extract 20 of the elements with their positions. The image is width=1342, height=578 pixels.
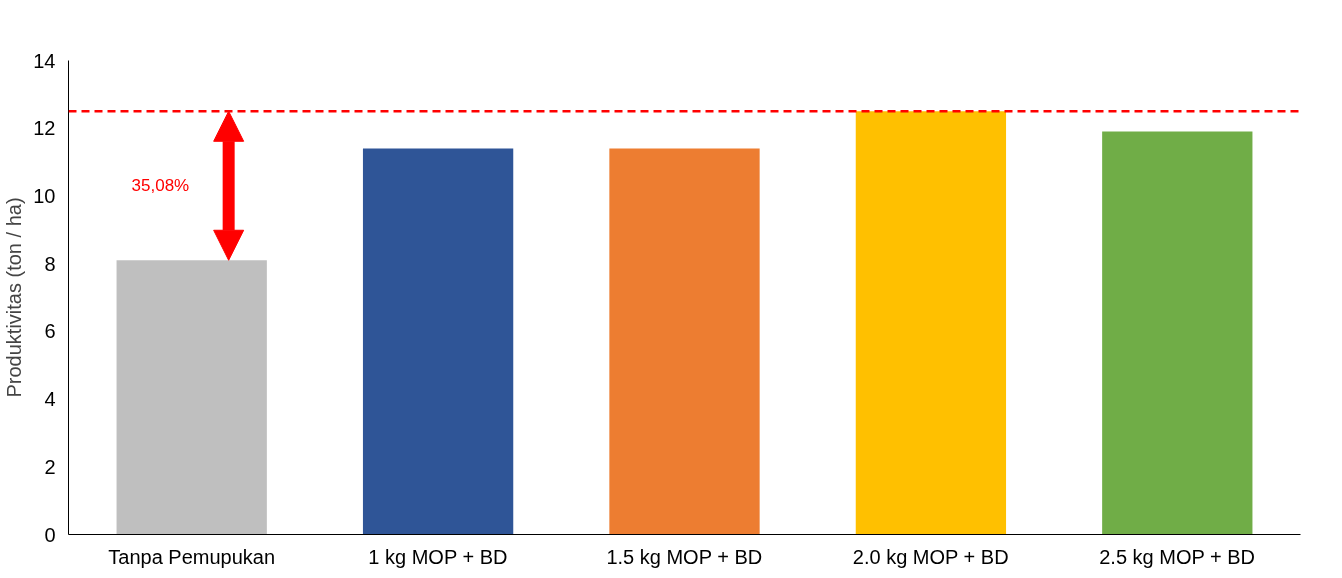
y-tick-label: 2 — [44, 455, 56, 478]
y-tick-label: 6 — [44, 320, 56, 343]
bar — [362, 148, 514, 535]
annotation: 35,08% — [131, 176, 190, 196]
x-tick-label: 1 kg MOP + BD — [368, 545, 508, 568]
y-tick-label: 8 — [44, 252, 56, 275]
x-tick-label: 1.5 kg MOP + BD — [606, 545, 763, 568]
y-tick-label: 14 — [33, 49, 56, 72]
bar — [609, 148, 760, 535]
x-tick-label: 2.5 kg MOP + BD — [1099, 545, 1256, 568]
x-tick-label: Tanpa Pemupukan — [108, 545, 276, 568]
bar — [116, 260, 267, 535]
bar — [855, 111, 1007, 535]
y-tick-label: 12 — [33, 117, 56, 140]
y-tick-label: 0 — [44, 523, 56, 546]
bar — [1102, 131, 1253, 535]
y-tick-label: 10 — [33, 184, 56, 207]
x-tick-label: 2.0 kg MOP + BD — [852, 545, 1009, 568]
y-tick-label: 4 — [44, 388, 56, 411]
y-axis-title: Produktivitas (ton / ha) — [3, 197, 26, 398]
